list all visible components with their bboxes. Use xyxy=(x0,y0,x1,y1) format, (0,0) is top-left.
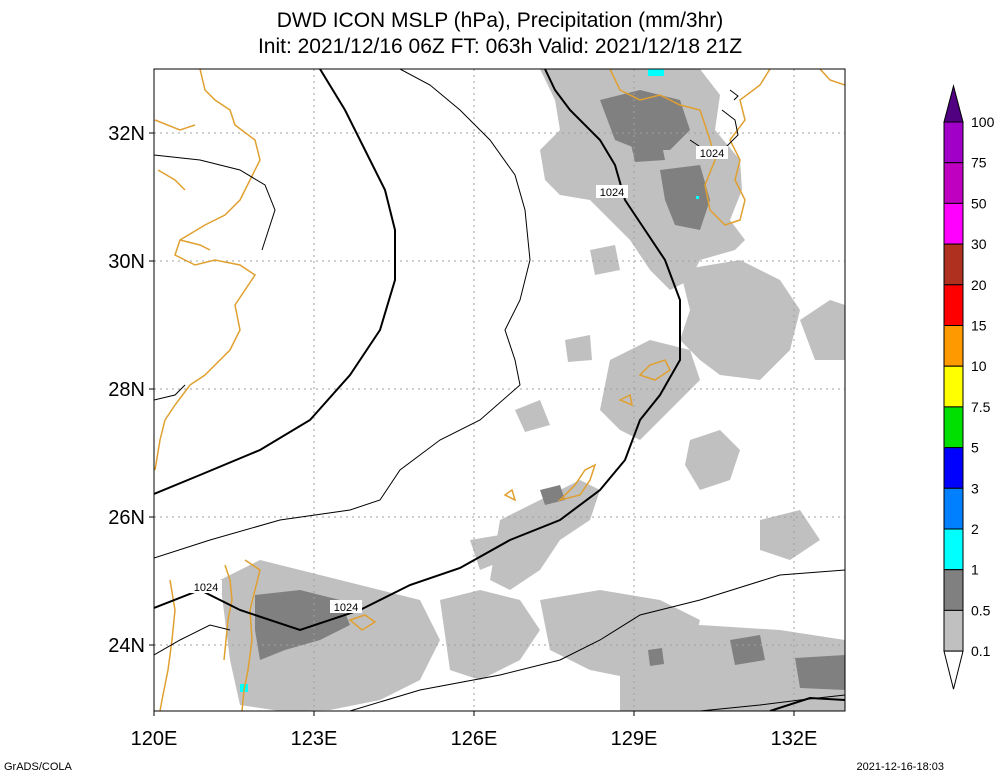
legend-swatch xyxy=(943,284,964,326)
axis-ticks xyxy=(149,132,795,716)
legend-swatch xyxy=(943,528,964,571)
footer-timestamp: 2021-12-16-18:03 xyxy=(856,761,944,773)
legend-swatch xyxy=(943,162,964,204)
legend-label: 0.5 xyxy=(971,602,991,618)
legend-label: 7.5 xyxy=(971,399,991,415)
isobar-thin-h xyxy=(729,89,739,101)
footer-credit: GrADS/COLA xyxy=(4,761,72,773)
precip-color-legend: 100 75 50 30 20 15 10 7.5 5 3 2 1 0.5 0.1 xyxy=(943,84,995,690)
legend-label: 2 xyxy=(971,521,979,537)
legend-label: 30 xyxy=(971,236,987,252)
isobar-thin-e xyxy=(349,569,845,711)
isobar-thin-d xyxy=(154,384,186,401)
isobar-thick-a xyxy=(154,69,396,495)
precip-mid-areas xyxy=(255,90,845,690)
legend-label: 20 xyxy=(971,277,987,293)
legend-swatch xyxy=(943,609,964,652)
lon-label: 129E xyxy=(611,728,658,750)
isobar-thin-c xyxy=(154,154,276,251)
legend-swatch xyxy=(943,121,964,164)
lon-label: 120E xyxy=(131,728,178,750)
lon-label: 132E xyxy=(771,728,818,750)
isobar-thick-c xyxy=(769,696,845,711)
legend-label: 5 xyxy=(971,440,979,456)
legend-swatch xyxy=(943,365,964,408)
isobar-label: 1024 xyxy=(334,602,358,614)
map-plot-area: 1024 1024 1024 1024 xyxy=(154,69,845,711)
lat-label: 28N xyxy=(108,379,145,401)
legend-swatch xyxy=(943,447,964,489)
map-title-line2: Init: 2021/12/16 06Z FT: 063h Valid: 202… xyxy=(257,35,743,58)
coastlines xyxy=(154,69,845,711)
legend-swatch xyxy=(943,325,964,367)
map-title-line1: DWD ICON MSLP (hPa), Precipitation (mm/3… xyxy=(276,9,724,32)
legend-label: 0.1 xyxy=(971,643,991,659)
lon-label: 126E xyxy=(451,728,498,750)
isobar-label: 1024 xyxy=(700,148,724,160)
lat-label: 30N xyxy=(108,251,145,273)
legend-label: 3 xyxy=(971,480,979,496)
isobar-thin-a xyxy=(154,69,531,559)
legend-swatch xyxy=(943,406,964,449)
legend-label: 50 xyxy=(971,195,987,211)
lat-lon-grid xyxy=(154,69,845,711)
legend-label: 1 xyxy=(971,562,979,578)
legend-label: 75 xyxy=(971,155,987,171)
lon-label: 123E xyxy=(291,728,338,750)
legend-swatch xyxy=(943,569,964,611)
legend-label: 15 xyxy=(971,318,987,334)
lat-label: 24N xyxy=(108,635,145,657)
legend-top-arrow xyxy=(943,84,964,123)
legend-swatch xyxy=(943,487,964,530)
map-frame xyxy=(153,68,846,712)
lat-label: 32N xyxy=(108,123,145,145)
legend-bottom-arrow xyxy=(943,650,964,690)
isobar-thin-b xyxy=(154,624,231,656)
isobar-label-group: 1024 1024 1024 1024 xyxy=(190,146,728,614)
legend-swatch xyxy=(943,243,964,286)
isobar-thin-f xyxy=(699,694,845,711)
legend-swatch xyxy=(943,202,964,245)
legend-label: 10 xyxy=(971,358,987,374)
lat-label: 26N xyxy=(108,507,145,529)
isobar-label: 1024 xyxy=(194,582,218,594)
isobar-thick-b xyxy=(154,69,681,632)
isobar-label: 1024 xyxy=(600,187,624,199)
legend-label: 100 xyxy=(971,114,995,130)
